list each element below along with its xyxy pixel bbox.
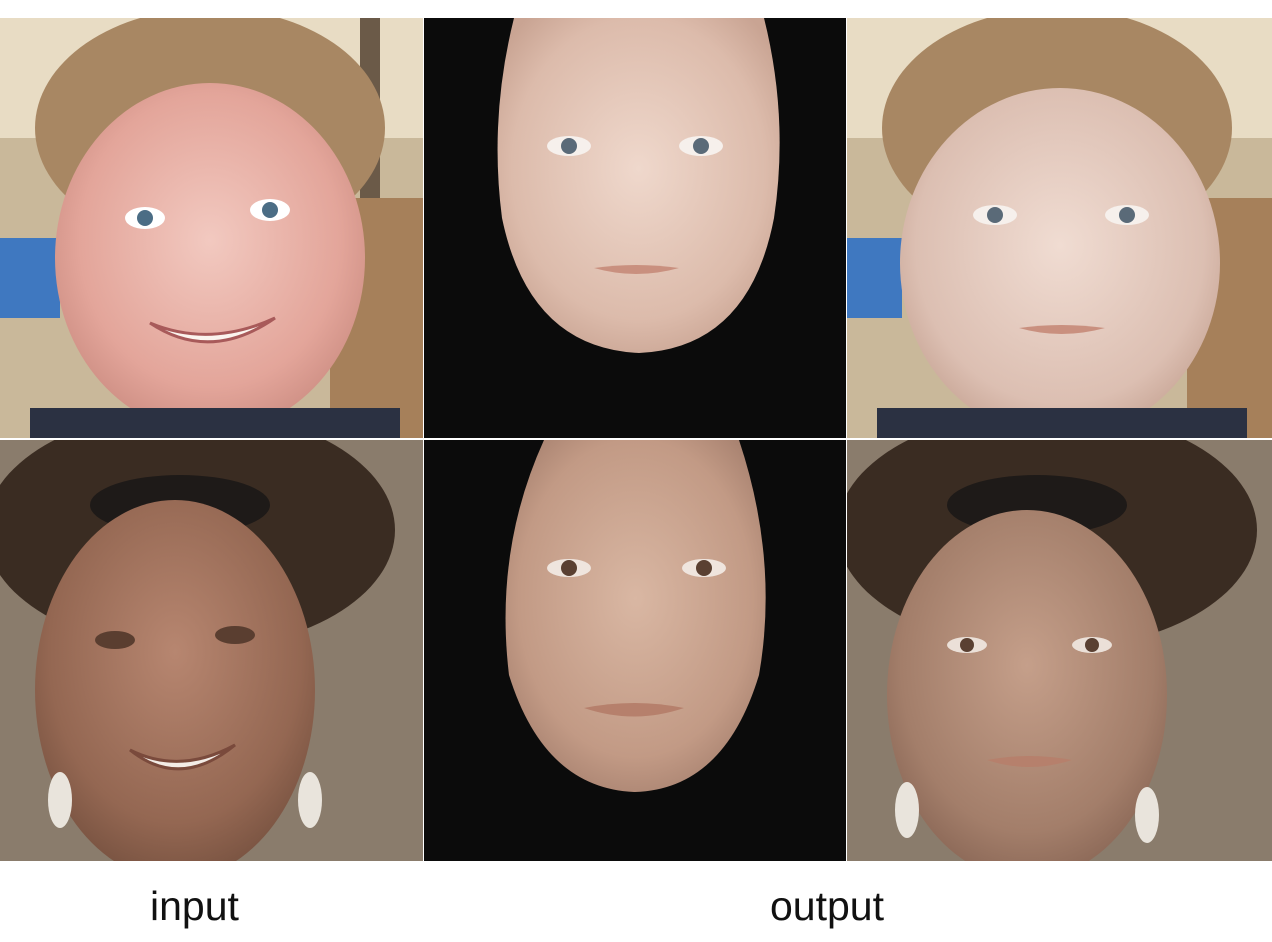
row1-input-photo xyxy=(0,18,423,438)
input-caption: input xyxy=(150,883,239,929)
row1-output-blended-photo xyxy=(847,18,1272,438)
output-caption: output xyxy=(770,883,884,929)
row2-input-photo xyxy=(0,440,423,861)
row2-output-blended-photo xyxy=(847,440,1272,861)
row2-output-frontalized-face xyxy=(424,440,846,861)
row1-output-frontalized-face xyxy=(424,18,846,438)
